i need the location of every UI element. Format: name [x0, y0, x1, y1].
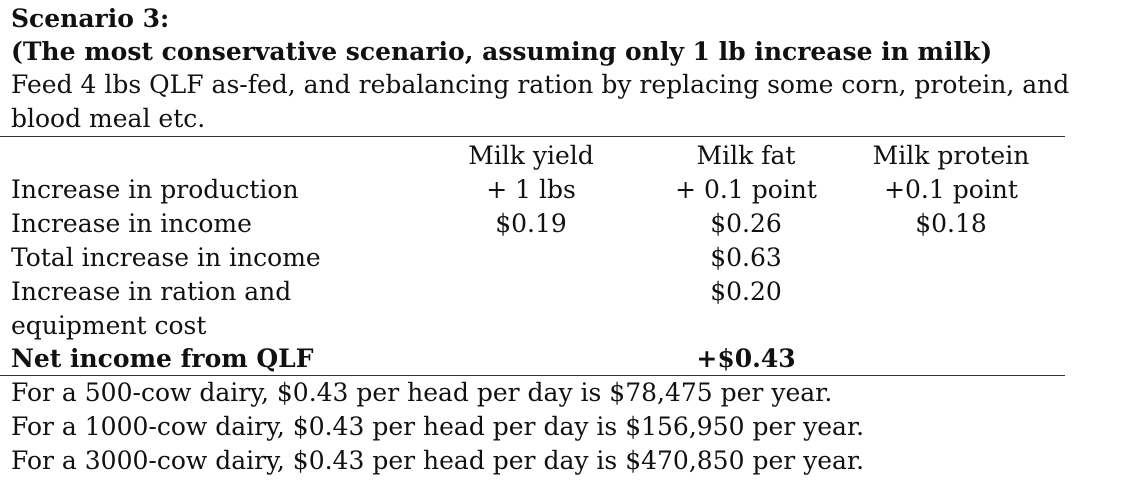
- row-label: Increase in production: [11, 175, 299, 204]
- table-row: Increase in production + 1 lbs + 0.1 poi…: [0, 173, 1065, 207]
- cell-milk-protein: $0.18: [915, 209, 987, 238]
- row-label: Total increase in income: [11, 243, 321, 272]
- cell-milk-fat: $0.63: [710, 243, 782, 272]
- table-top-rule: [0, 136, 1065, 137]
- table-row: Increase in ration and $0.20: [0, 275, 1065, 309]
- cell-milk-fat: $0.26: [710, 209, 782, 238]
- row-label: Increase in ration and: [11, 277, 292, 306]
- table-row: equipment cost: [0, 309, 1065, 343]
- scenario-description-line-2: blood meal etc.: [11, 104, 206, 133]
- cell-milk-fat: + 0.1 point: [675, 175, 817, 204]
- table-row-net-income: Net income from QLF +$0.43: [0, 342, 1065, 376]
- footer-line-1: For a 500-cow dairy, $0.43 per head per …: [11, 378, 833, 407]
- cell-net-income: +$0.43: [696, 344, 796, 373]
- table-header-row: Milk yield Milk fat Milk protein: [0, 139, 1065, 173]
- footer-line-2: For a 1000-cow dairy, $0.43 per head per…: [11, 412, 865, 441]
- table-row: Increase in income $0.19 $0.26 $0.18: [0, 207, 1065, 241]
- row-label: Increase in income: [11, 209, 252, 238]
- row-label-continued: equipment cost: [11, 311, 207, 340]
- cell-milk-yield: $0.19: [495, 209, 567, 238]
- row-label: Net income from QLF: [11, 344, 314, 373]
- cell-milk-protein: +0.1 point: [884, 175, 1018, 204]
- table-bottom-rule: [0, 375, 1065, 376]
- scenario-description-line-1: Feed 4 lbs QLF as-fed, and rebalancing r…: [11, 70, 1070, 99]
- scenario-subtitle: (The most conservative scenario, assumin…: [11, 37, 993, 66]
- scenario-title: Scenario 3:: [11, 4, 170, 33]
- header-milk-fat: Milk fat: [696, 141, 796, 170]
- cell-milk-fat: $0.20: [710, 277, 782, 306]
- header-milk-yield: Milk yield: [468, 141, 594, 170]
- footer-line-3: For a 3000-cow dairy, $0.43 per head per…: [11, 446, 865, 475]
- table-row: Total increase in income $0.63: [0, 241, 1065, 275]
- header-milk-protein: Milk protein: [872, 141, 1030, 170]
- cell-milk-yield: + 1 lbs: [486, 175, 576, 204]
